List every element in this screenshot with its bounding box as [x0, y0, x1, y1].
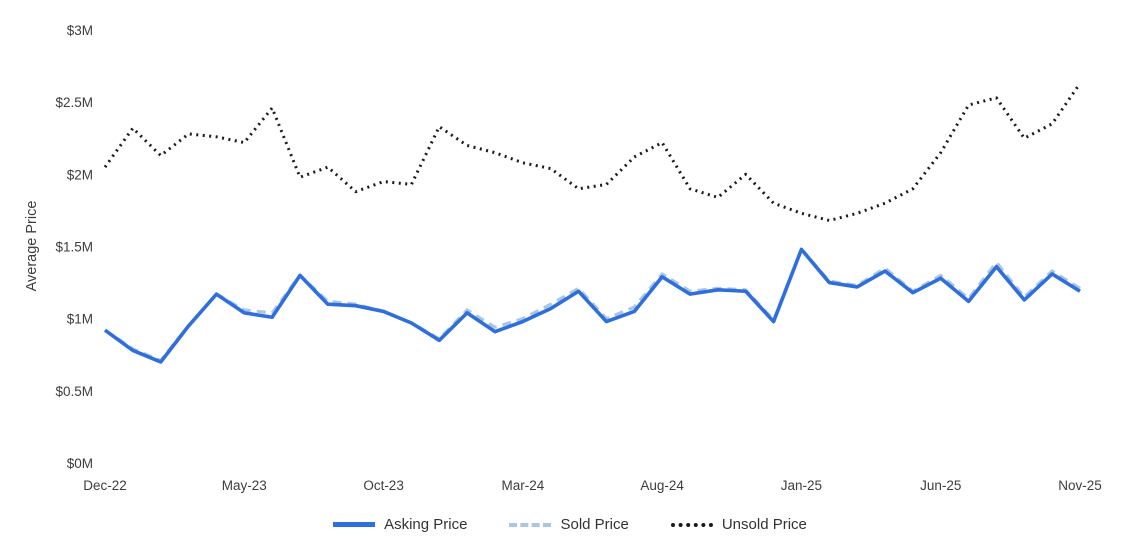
x-tick-label: Nov-25	[1058, 478, 1102, 493]
y-tick-label: $3M	[67, 23, 93, 38]
x-tick-label: May-23	[222, 478, 267, 493]
y-tick-label: $1.5M	[55, 240, 93, 255]
y-tick-label: $0.5M	[55, 384, 93, 399]
legend-label: Unsold Price	[721, 516, 807, 533]
y-tick-label: $0M	[67, 456, 93, 471]
sold-price-line	[104, 247, 1081, 363]
sold-price-line-swatch	[509, 522, 552, 527]
y-tick-label: $2.5M	[55, 95, 93, 110]
asking-price-line-swatch	[333, 522, 376, 527]
x-tick-label: Mar-24	[501, 478, 544, 493]
legend-item-asking-price: Asking Price	[333, 516, 467, 533]
unsold-price-line	[103, 82, 1082, 223]
x-tick-label: Dec-22	[83, 478, 127, 493]
x-tick-label: Jan-25	[781, 478, 822, 493]
unsold-price-line-swatch	[670, 522, 713, 527]
legend-item-unsold-price: Unsold Price	[670, 516, 807, 533]
x-tick-label: Oct-23	[363, 478, 404, 493]
legend: Asking Price Sold Price Unsold Price	[0, 516, 1140, 533]
asking-price-line	[103, 247, 1081, 364]
x-tick-label: Aug-24	[640, 478, 684, 493]
legend-label: Sold Price	[560, 516, 629, 533]
legend-label: Asking Price	[384, 516, 468, 533]
x-tick-label: Jun-25	[920, 478, 961, 493]
y-axis-title: Average Price	[24, 200, 40, 292]
y-tick-label: $1M	[67, 312, 93, 327]
legend-item-sold-price: Sold Price	[509, 516, 629, 533]
y-tick-label: $2M	[67, 167, 93, 182]
